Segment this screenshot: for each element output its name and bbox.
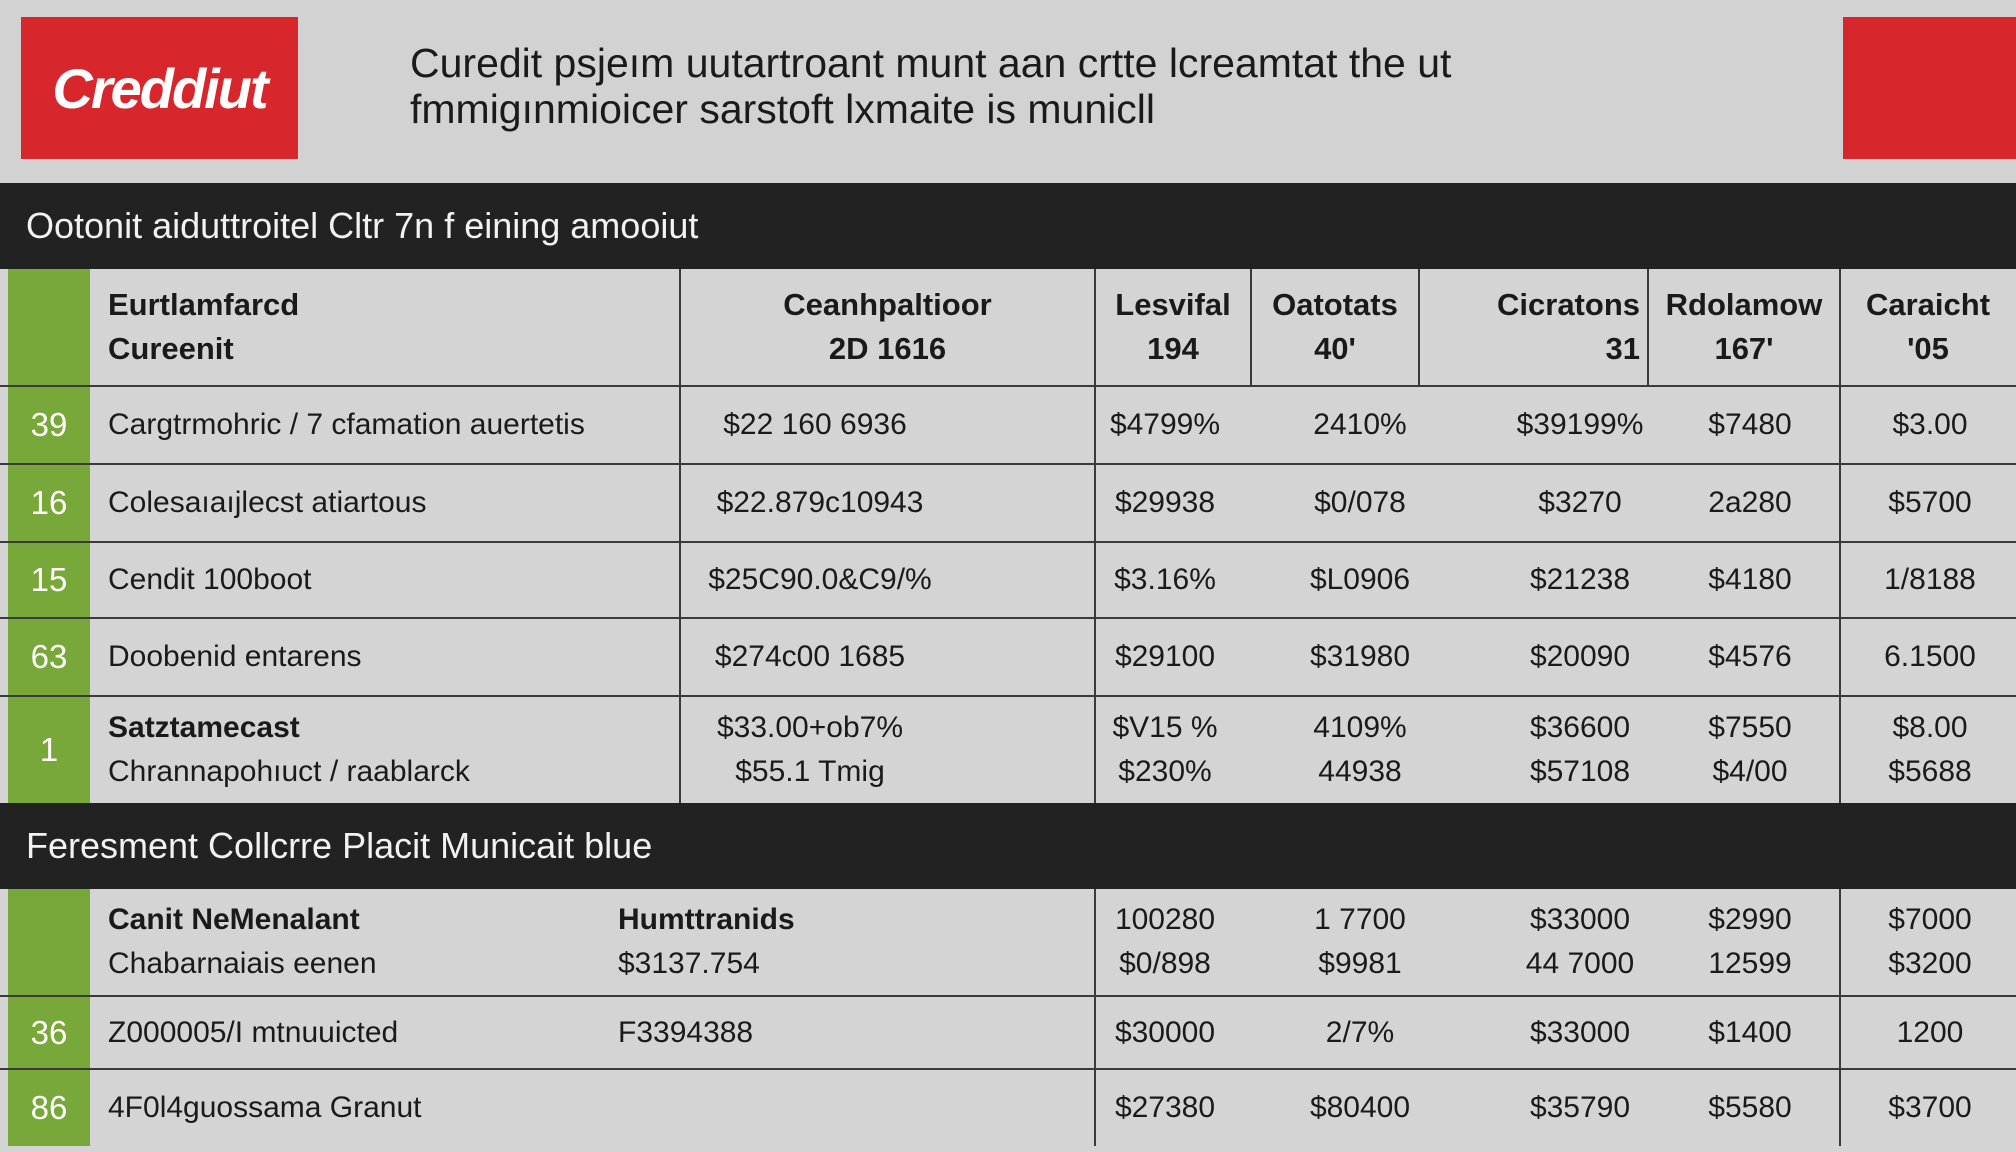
row-value-3: $L0906	[1309, 563, 1411, 596]
row-name: 4F0l4guossama Granut	[108, 1091, 422, 1124]
row-value-2: $29938	[1114, 486, 1216, 519]
row-name: Cendit 100boot	[108, 563, 312, 596]
summary-value-4: $36600 $57108	[1529, 711, 1631, 788]
page-header: Creddiut Curedit psjeım uutartroant munt…	[0, 0, 2016, 183]
summary-value-5: $7550 $4/00	[1708, 711, 1792, 788]
logo-text: Creddiut	[52, 56, 268, 120]
row-number: 16	[8, 465, 90, 541]
table-header-row: Eurtlamfarcd Cureenit Ceanhpaltioor 2D 1…	[0, 269, 2016, 387]
summary-value-6: $8.00 $5688	[1888, 711, 1972, 788]
row-number: 86	[8, 1070, 90, 1146]
section-2-value-6: $7000 $3200	[1888, 903, 1972, 980]
row-name: Colesaıaıjlecst atiartous	[108, 486, 427, 519]
table-row[interactable]: 15 Cendit 100boot $25C90.0&C9/% $3.16% $…	[0, 543, 2016, 619]
column-header-6: Caraicht '05	[1865, 287, 1991, 366]
table-row[interactable]: 86 4F0l4guossama Granut $27380 $80400 $3…	[0, 1070, 2016, 1146]
row-value-5: $1400	[1708, 1015, 1792, 1049]
row-value-2: $3.16%	[1114, 563, 1216, 596]
row-value-5: $4180	[1708, 563, 1792, 596]
column-header-3: Oatotats 40'	[1272, 287, 1398, 366]
table-row[interactable]: 16 Colesaıaıjlecst atiartous $22.879c109…	[0, 465, 2016, 543]
summary-name: Satztamecast Chrannapohıuct / raablarck	[108, 711, 470, 788]
row-col2	[600, 1070, 1090, 1146]
row-value-3: 2410%	[1313, 408, 1407, 441]
row-value-2: $27380	[1114, 1091, 1216, 1124]
summary-value-1: $33.00+ob7% $55.1 Tmig	[716, 711, 903, 788]
page-title-line2: fmmigınmioicer sarstoft lxmaite is munic…	[410, 86, 1155, 132]
page-title-line1: Curedit psjeım uutartroant munt aan crtt…	[410, 40, 1452, 86]
column-header-4: Cicratons 31	[1497, 287, 1640, 366]
row-col2: F3394388	[618, 1015, 754, 1049]
section-2-value-4: $33000 44 7000	[1525, 903, 1635, 980]
row-value-1: $25C90.0&C9/%	[708, 563, 932, 596]
row-number: 15	[8, 543, 90, 617]
table-row[interactable]: 36 Z000005/I mtnuuicted F3394388 $30000 …	[0, 997, 2016, 1070]
row-value-1: $22.879c10943	[716, 486, 924, 519]
page-title: Curedit psjeım uutartroant munt aan crtt…	[410, 40, 1810, 132]
section-2-value-5: $2990 12599	[1708, 903, 1792, 980]
section-2-table: Canit NeMenalant Chabarnaiais eenen Humt…	[0, 889, 2016, 1152]
row-value-1: $274c00 1685	[714, 640, 906, 673]
row-value-6: 6.1500	[1884, 640, 1976, 673]
table-row[interactable]: 39 Cargtrmohric / 7 cfamation auertetis …	[0, 387, 2016, 465]
brand-logo[interactable]: Creddiut	[21, 17, 298, 159]
row-value-4: $3270	[1538, 486, 1622, 519]
column-header-name: Eurtlamfarcd Cureenit	[108, 287, 300, 366]
row-value-6: $5700	[1888, 486, 1972, 519]
table-row[interactable]: 63 Doobenid entarens $274c00 1685 $29100…	[0, 619, 2016, 697]
row-value-5: $5580	[1708, 1091, 1792, 1124]
row-value-2: $29100	[1114, 640, 1216, 673]
row-value-5: $7480	[1708, 408, 1792, 441]
row-value-4: $21238	[1529, 563, 1631, 596]
row-value-4: $35790	[1529, 1091, 1631, 1124]
row-value-5: $4576	[1708, 640, 1792, 673]
column-header-2: Lesvifal 194	[1115, 287, 1231, 366]
row-name: Doobenid entarens	[108, 640, 362, 673]
row-value-2: $4799%	[1109, 408, 1221, 441]
row-number: 36	[8, 997, 90, 1068]
row-value-6: $3700	[1888, 1091, 1972, 1124]
section-2-col2-header: Humttranids $3137.754	[618, 903, 795, 980]
section-1-title: Ootonit aiduttroitel Cltr 7n f eining am…	[0, 183, 2016, 269]
section-2-name-header: Canit NeMenalant Chabarnaiais eenen	[108, 903, 377, 980]
section-2-value-2: 100280 $0/898	[1114, 903, 1216, 980]
row-value-4: $39199%	[1516, 408, 1644, 441]
row-value-6: 1/8188	[1884, 563, 1976, 596]
row-value-5: 2a280	[1708, 486, 1792, 519]
row-number: 39	[8, 387, 90, 463]
row-value-6: 1200	[1896, 1015, 1964, 1049]
row-value-2: $30000	[1114, 1015, 1216, 1049]
row-value-3: $80400	[1309, 1091, 1411, 1124]
table-header-row: Canit NeMenalant Chabarnaiais eenen Humt…	[0, 889, 2016, 997]
decorative-red-block	[1843, 17, 2016, 159]
section-2-value-3: 1 7700 $9981	[1314, 903, 1406, 980]
row-value-3: 2/7%	[1325, 1015, 1395, 1049]
section-2-title: Feresment Collcrre Placit Municait blue	[0, 803, 2016, 889]
column-header-5: Rdolamow 167'	[1665, 287, 1823, 366]
row-value-1: $22 160 6936	[723, 408, 907, 441]
row-name: Cargtrmohric / 7 cfamation auertetis	[108, 408, 585, 441]
summary-row[interactable]: 1 Satztamecast Chrannapohıuct / raablarc…	[0, 697, 2016, 803]
row-value-3: $0/078	[1314, 486, 1406, 519]
row-value-6: $3.00	[1892, 408, 1968, 441]
row-name: Z000005/I mtnuuicted	[108, 1015, 399, 1049]
section-1-table: Eurtlamfarcd Cureenit Ceanhpaltioor 2D 1…	[0, 269, 2016, 803]
summary-value-3: 4109% 44938	[1313, 711, 1407, 788]
row-number: 1	[8, 697, 90, 803]
row-value-4: $33000	[1529, 1015, 1631, 1049]
header-num-cell	[8, 269, 90, 385]
summary-value-2: $V15 % $230%	[1112, 711, 1218, 788]
header-num-cell	[8, 889, 90, 995]
row-value-3: $31980	[1309, 640, 1411, 673]
row-value-4: $20090	[1529, 640, 1631, 673]
row-number: 63	[8, 619, 90, 695]
column-header-1: Ceanhpaltioor 2D 1616	[783, 287, 992, 366]
